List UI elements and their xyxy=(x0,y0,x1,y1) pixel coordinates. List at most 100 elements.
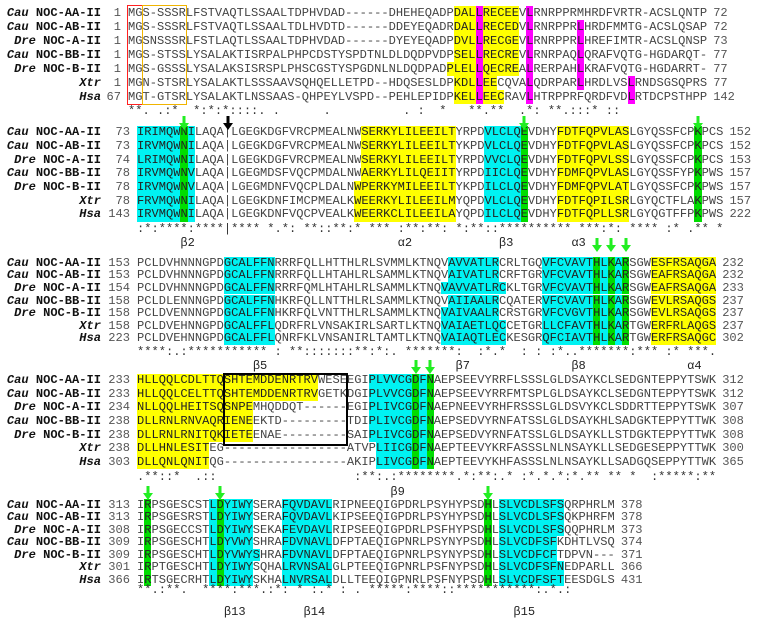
sequence-name: Dre NOC-A-II xyxy=(0,282,101,295)
highlighted-residues: FEVDAVL xyxy=(281,522,333,537)
sequence: PCLDVHNNNGPDGCALFFNRRRFQLLHTAHLRLSAMMLKT… xyxy=(137,268,717,283)
sequence-name: Dre NOC-B-II xyxy=(0,62,101,76)
residues: MGN-STSRLYSALAKTLSSSAAVSQHQELLETPD--HDQS… xyxy=(128,76,454,90)
end-position: 371 xyxy=(620,547,643,562)
end-position: 232 xyxy=(722,268,744,283)
residues: KESGR xyxy=(506,331,543,346)
highlighted-residues: SLVCDLSFS xyxy=(498,510,565,525)
sequence: FRVMQWNILAQA|LGEGKDNFIMCPMEALKWEERKYLILE… xyxy=(137,193,723,209)
alignment-row: Xtr 158 PCLDVEHNNGPDGCALFFLQDRFRLVNSAKIRLS… xyxy=(0,318,757,333)
end-position: 222 xyxy=(729,207,752,222)
highlighted-residues: VAVVATLRC xyxy=(441,280,507,295)
residues: TSGECRHT xyxy=(151,572,210,587)
residues: PSGESCHT xyxy=(151,535,210,550)
highlighted-residues: EVLRSAQGS xyxy=(650,306,717,321)
highlighted-residues: L xyxy=(209,522,217,537)
gene-label: NOC-AA-II xyxy=(28,373,101,388)
sequence-name: Xtr xyxy=(0,561,101,574)
residues: QDRPAR xyxy=(533,76,577,90)
residues: PSGESCHT xyxy=(151,547,210,562)
residues: MHQDDQT------EGI xyxy=(252,400,369,415)
highlighted-residues: H xyxy=(593,306,601,321)
residues: TDPVN--- xyxy=(556,547,615,562)
start-position: 366 xyxy=(108,572,130,587)
conservation-line: .**::* .:: :**:.:********.*:**:.* :*.*.*… xyxy=(137,470,717,484)
end-position: 157 xyxy=(729,179,752,194)
highlighted-residues: IRIMQW xyxy=(137,125,181,140)
highlighted-residues: L xyxy=(475,48,483,62)
highlighted-residues: RECED xyxy=(482,20,519,34)
alignment-row: Xtr 1 MGN-STSRLYSALAKTLSSSAAVSQHQELLETPD--… xyxy=(0,76,757,90)
alignment-row: Cau NOC-BB-II 309 IRPSGESCHTLDYVWYSHRAFDVN… xyxy=(0,536,757,549)
residues: LAQA|LGEGKDGFVRCPMEALNW xyxy=(194,152,362,167)
highlighted-residues: L xyxy=(526,20,534,34)
highlighted-residues: L xyxy=(627,90,635,104)
residues: EESDGLS xyxy=(564,572,615,587)
residues: LGYQSSFYP xyxy=(629,166,695,181)
green-arrow-icon xyxy=(179,116,190,130)
highlighted-residues: L xyxy=(526,62,534,76)
residues: PCS xyxy=(701,138,724,153)
gene-label: NOC-B-II xyxy=(35,179,101,194)
residues: LAQA|LGEGMDSFVQCPMDALNW xyxy=(194,166,362,181)
highlighted-residues: R xyxy=(622,280,630,295)
highlighted-residues: RECGE xyxy=(482,34,519,48)
residues: AEPSEDVYRNFATSSLGLDSAYKHLSADGKTEPPYTTWK xyxy=(433,414,717,428)
sequence: IRIMQWNILAQA|LGEGKDGFVRCPMEALNWSERKYLILE… xyxy=(137,125,723,140)
highlighted-residues: K xyxy=(607,293,615,308)
sequence-name: Cau NOC-BB-II xyxy=(0,166,101,181)
residues: I xyxy=(137,572,145,587)
highlighted-residues: K xyxy=(694,179,702,195)
conservation-line: **. .:* *:*:*::::. . . . : * **.** .*: *… xyxy=(128,104,621,118)
residues: HREFIMTR-ACSLQNSP xyxy=(584,34,708,48)
highlighted-residues: L xyxy=(209,547,217,562)
residues: L xyxy=(491,535,499,550)
highlighted-residues: D xyxy=(412,454,420,470)
highlighted-residues: SERKYLILEEILT xyxy=(361,152,456,168)
green-arrow-icon xyxy=(142,486,153,500)
start-position: 1 xyxy=(113,34,121,48)
highlighted-residues: GCALFFL xyxy=(223,318,275,333)
alignment-row: Cau NOC-AB-II 233 HLLQQLCELTTQSHTEMDDENRTR… xyxy=(0,387,757,402)
residues: V xyxy=(518,20,527,34)
sequence-name: Cau NOC-BB-II xyxy=(0,48,101,62)
residues: A xyxy=(518,62,527,76)
highlighted-residues: SERKYLILEEILT xyxy=(361,138,456,154)
highlighted-residues: R xyxy=(144,522,152,537)
sequence-name: Xtr xyxy=(0,194,101,209)
alignment-row: Dre NOC-A-II 74 LRIMQWNILAQA|LGEGKDGFVRCPM… xyxy=(0,152,757,168)
highlighted-residues: PLVVCG xyxy=(368,373,413,388)
highlighted-residues: N xyxy=(426,427,434,443)
end-position: 142 xyxy=(713,90,735,104)
species-label: Cau xyxy=(6,535,29,550)
gene-label: NOC-BB-II xyxy=(28,293,101,308)
highlighted-residues: E xyxy=(520,193,528,209)
sequence: IRVMQWNILAQA|LGEGKDGFVRCPMEALNWSERKYLILE… xyxy=(137,138,724,154)
highlighted-residues: DLLQNLQNIT xyxy=(137,454,210,470)
species-label: Dre xyxy=(14,522,36,537)
alignment-row: Dre NOC-A-II 154 PCLDVHNNNGPDGCALFFNRRRFQM… xyxy=(0,282,757,295)
residues: HRA xyxy=(260,547,282,562)
residues: QNRFKLVNSANIRLTAMTLKTNQ xyxy=(274,331,442,346)
species-label: Dre xyxy=(14,34,36,48)
alignment-row: Dre NOC-A-II 308 IRPSGECCSTLDYIWYSEKAFEVDA… xyxy=(0,524,757,537)
highlighted-residues: SLVCDLSFS xyxy=(498,522,565,537)
end-position: 300 xyxy=(722,441,744,456)
highlighted-residues: D xyxy=(412,441,420,456)
end-position: 157 xyxy=(729,193,752,208)
highlighted-residues: VFCVAVT xyxy=(542,268,594,283)
residues: YKPD xyxy=(455,138,485,153)
end-position: 152 xyxy=(729,125,752,140)
highlighted-residues: VLCLQ xyxy=(484,193,521,209)
start-position: 238 xyxy=(108,414,130,428)
highlighted-residues: EAFRSAQGA xyxy=(650,268,717,283)
start-position: 234 xyxy=(108,400,130,415)
species-label: Cau xyxy=(6,138,29,153)
highlighted-residues: E xyxy=(520,207,528,223)
highlighted-residues: D xyxy=(216,535,224,550)
alignment-row: Cau NOC-BB-II 158 PCLDLENNNGPDGCALFFNHKRFQ… xyxy=(0,293,757,308)
highlighted-residues: LRIMQW xyxy=(137,152,181,168)
highlighted-residues: R xyxy=(622,268,630,283)
conservation-line: :*:****:****|**** *.*: **::**:* *** :**:… xyxy=(137,222,724,236)
sequence: LRIMQWNILAQA|LGEGKDGFVRCPMEALNWSERKYLILE… xyxy=(137,152,723,168)
